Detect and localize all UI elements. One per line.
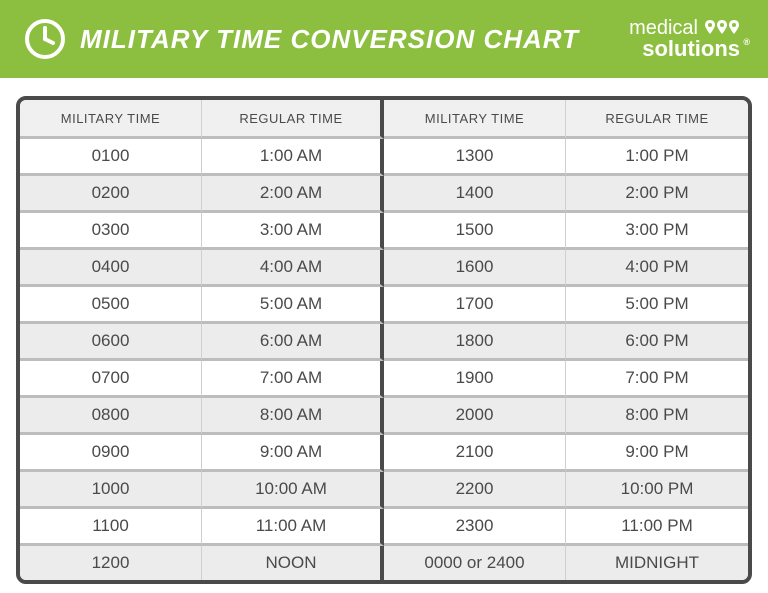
table-cell: 5:00 AM — [202, 287, 384, 324]
table-cell: 10:00 PM — [566, 472, 748, 509]
conversion-table: MILITARY TIMEREGULAR TIMEMILITARY TIMERE… — [16, 96, 752, 584]
table-cell: 2200 — [384, 472, 566, 509]
table-cell: 4:00 PM — [566, 250, 748, 287]
table-cell: 7:00 AM — [202, 361, 384, 398]
table-cell: 7:00 PM — [566, 361, 748, 398]
column-header: MILITARY TIME — [20, 100, 202, 139]
table-cell: 0300 — [20, 213, 202, 250]
table-cell: 2:00 PM — [566, 176, 748, 213]
table-cell: 2300 — [384, 509, 566, 546]
table-cell: 1300 — [384, 139, 566, 176]
brand-word-1: medical — [629, 18, 698, 38]
brand-logo: medical solutions — [629, 18, 740, 60]
table-cell: 0000 or 2400 — [384, 546, 566, 580]
table-cell: 2:00 AM — [202, 176, 384, 213]
clock-icon — [24, 18, 66, 60]
column-header: MILITARY TIME — [384, 100, 566, 139]
table-cell: 0200 — [20, 176, 202, 213]
column-header: REGULAR TIME — [202, 100, 384, 139]
page-title: MILITARY TIME CONVERSION CHART — [80, 24, 579, 55]
table-cell: NOON — [202, 546, 384, 580]
table-cell: 4:00 AM — [202, 250, 384, 287]
table-cell: 11:00 PM — [566, 509, 748, 546]
table-cell: 3:00 AM — [202, 213, 384, 250]
table-cell: 5:00 PM — [566, 287, 748, 324]
brand-word-2: solutions — [642, 38, 740, 60]
column-header: REGULAR TIME — [566, 100, 748, 139]
table-cell: 2100 — [384, 435, 566, 472]
table-cell: 8:00 AM — [202, 398, 384, 435]
table-cell: 8:00 PM — [566, 398, 748, 435]
table-cell: 9:00 PM — [566, 435, 748, 472]
map-pins-icon — [704, 19, 740, 37]
table-cell: 3:00 PM — [566, 213, 748, 250]
table-cell: 0900 — [20, 435, 202, 472]
table-cell: 1200 — [20, 546, 202, 580]
table-cell: 10:00 AM — [202, 472, 384, 509]
table-cell: 1900 — [384, 361, 566, 398]
table-cell: 1400 — [384, 176, 566, 213]
table-cell: 0600 — [20, 324, 202, 361]
table-cell: 1800 — [384, 324, 566, 361]
table-cell: MIDNIGHT — [566, 546, 748, 580]
header-bar: MILITARY TIME CONVERSION CHART medical s… — [0, 0, 768, 78]
table-cell: 1000 — [20, 472, 202, 509]
table-cell: 1700 — [384, 287, 566, 324]
table-cell: 1500 — [384, 213, 566, 250]
table-cell: 1:00 AM — [202, 139, 384, 176]
table-cell: 9:00 AM — [202, 435, 384, 472]
table-cell: 0800 — [20, 398, 202, 435]
table-cell: 0500 — [20, 287, 202, 324]
table-cell: 0100 — [20, 139, 202, 176]
table-cell: 1:00 PM — [566, 139, 748, 176]
title-group: MILITARY TIME CONVERSION CHART — [24, 18, 579, 60]
table-cell: 2000 — [384, 398, 566, 435]
table-cell: 0400 — [20, 250, 202, 287]
table-cell: 11:00 AM — [202, 509, 384, 546]
table-cell: 6:00 PM — [566, 324, 748, 361]
table-cell: 0700 — [20, 361, 202, 398]
table-cell: 1100 — [20, 509, 202, 546]
table-cell: 1600 — [384, 250, 566, 287]
table-cell: 6:00 AM — [202, 324, 384, 361]
